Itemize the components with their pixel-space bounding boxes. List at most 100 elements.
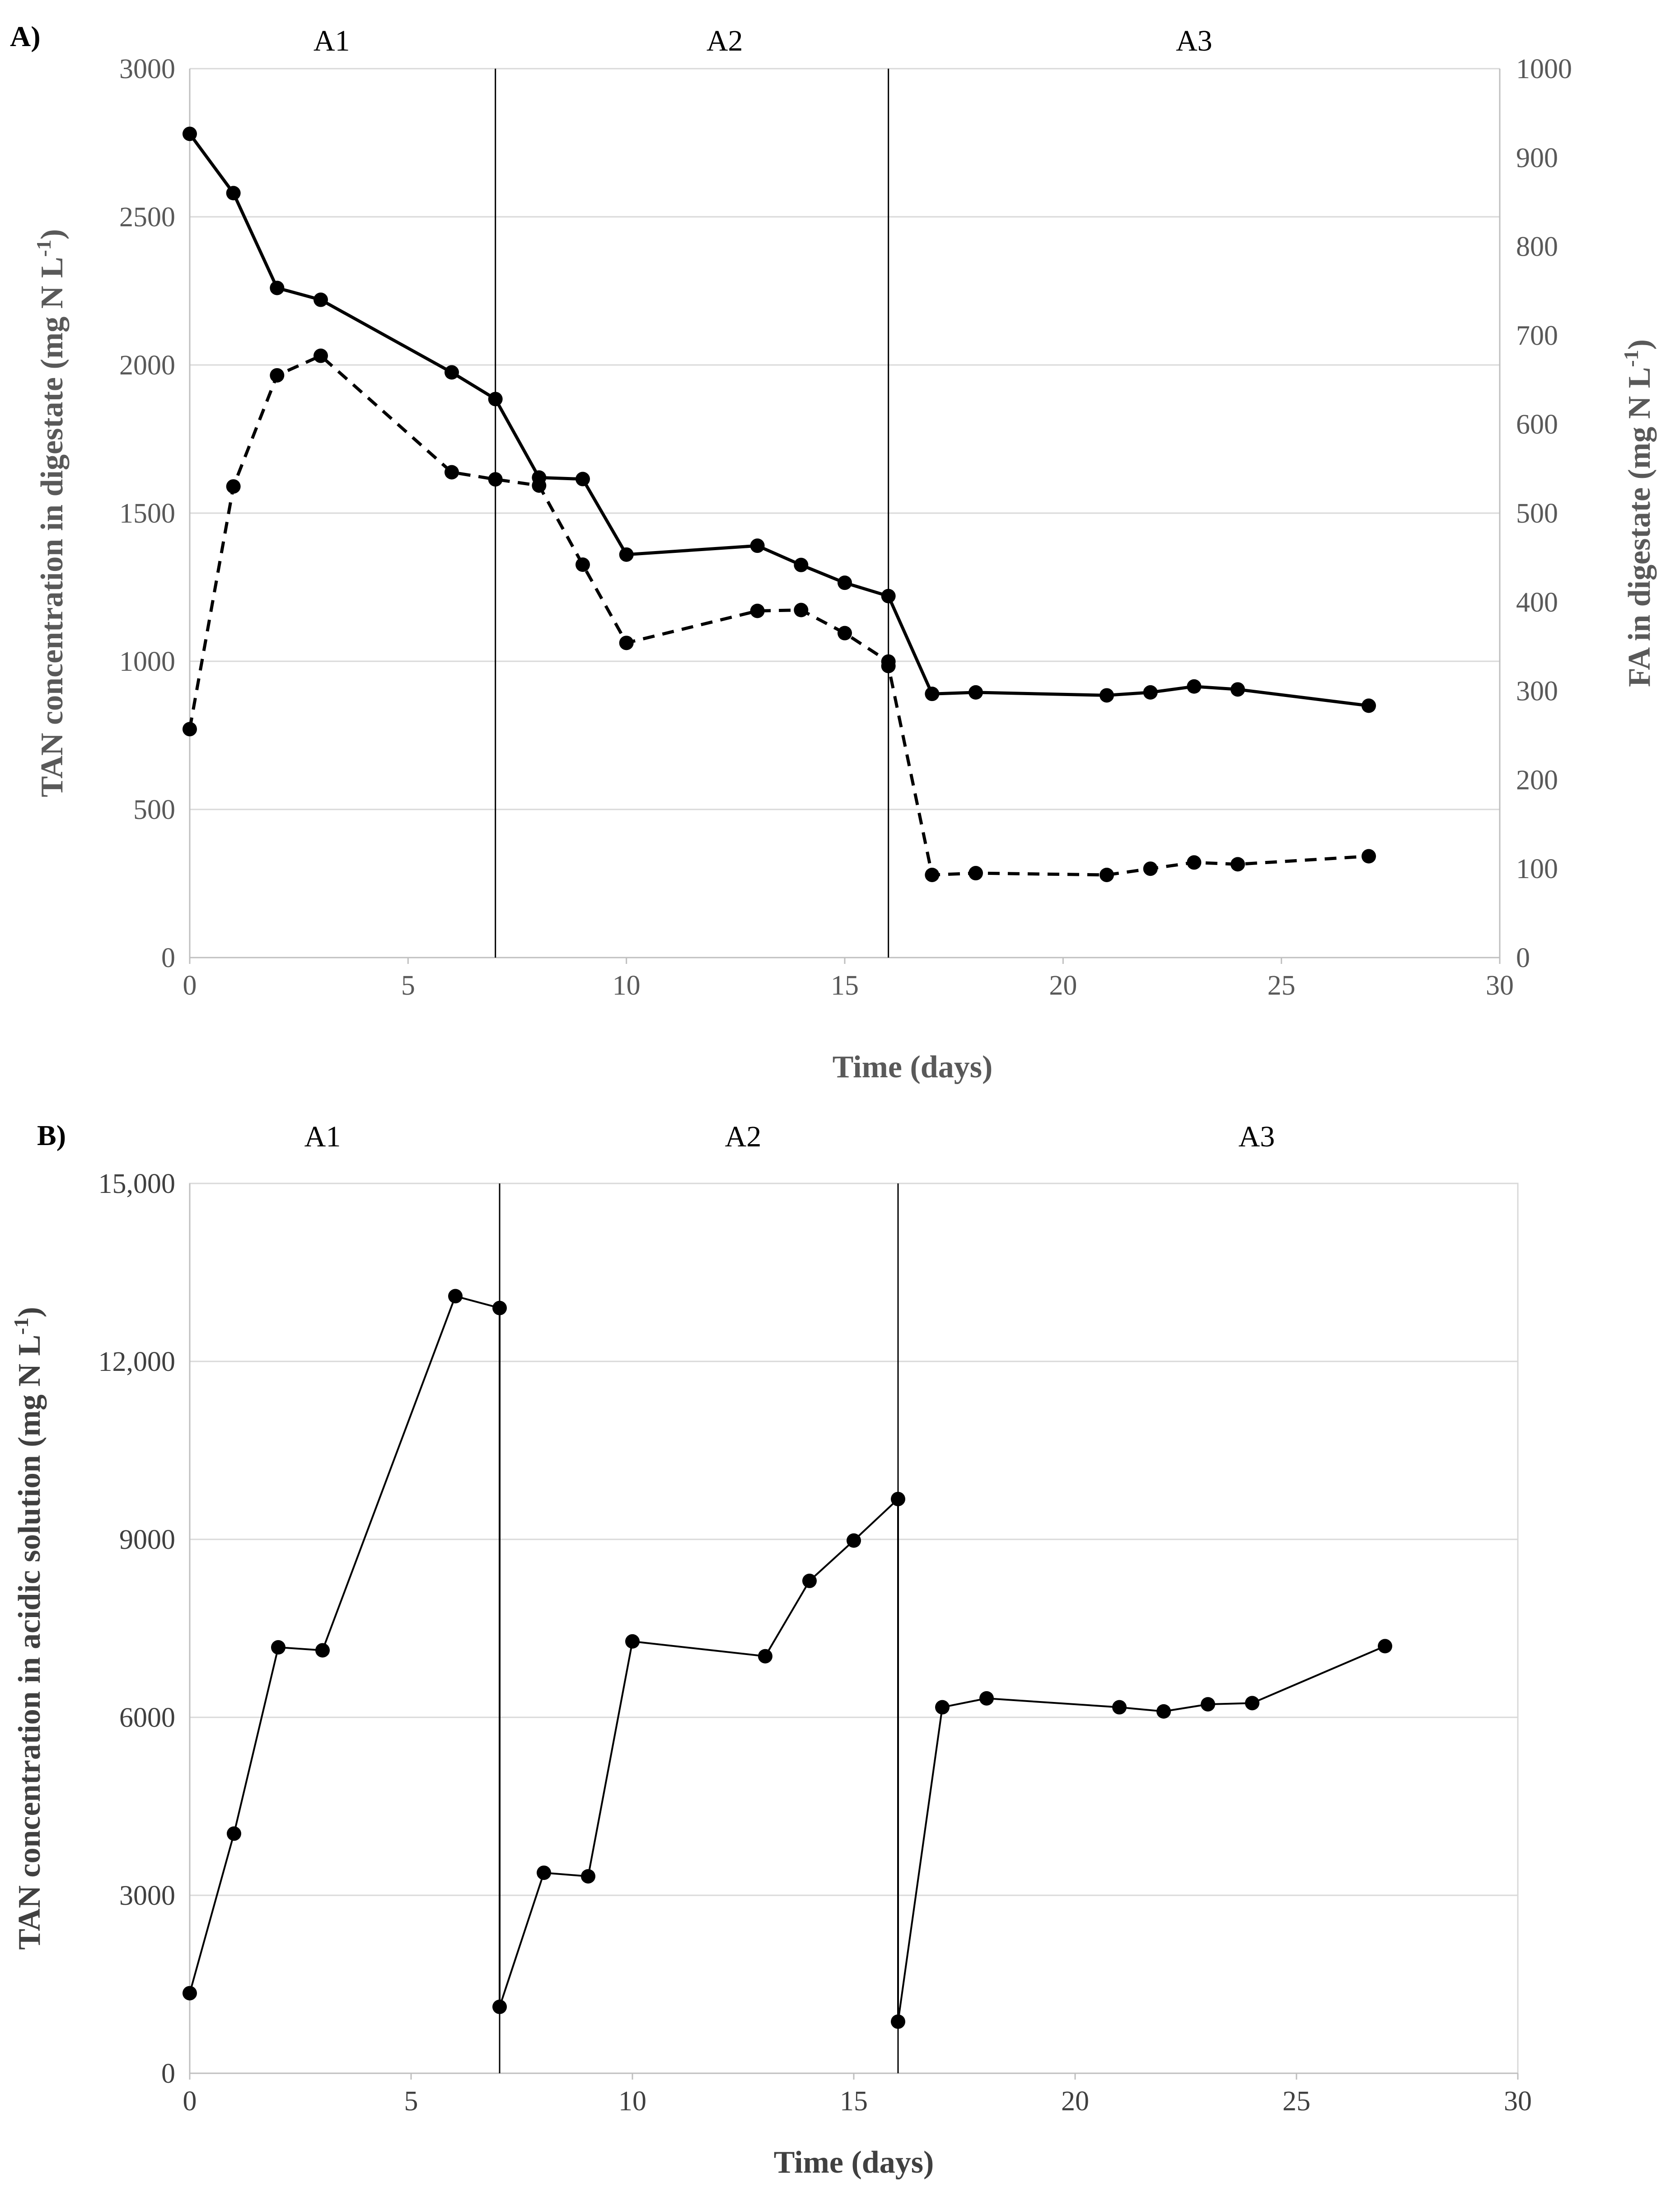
y-tick-label: 3000 bbox=[119, 54, 175, 84]
data-point bbox=[1156, 1704, 1171, 1719]
panel-a-phase-labels: A1 A2 A3 bbox=[314, 24, 1212, 57]
data-point bbox=[532, 478, 547, 493]
x-tick-label: 20 bbox=[1061, 2086, 1089, 2117]
data-point bbox=[488, 472, 503, 487]
data-point bbox=[270, 368, 285, 383]
x-tick-label: 25 bbox=[1268, 970, 1296, 1001]
panel-a-label: A) bbox=[10, 20, 41, 52]
y-tick-label: 1500 bbox=[119, 498, 175, 529]
data-point bbox=[270, 281, 285, 295]
data-point bbox=[1231, 682, 1245, 697]
data-point bbox=[314, 348, 328, 363]
data-point bbox=[227, 1826, 241, 1841]
data-point bbox=[838, 626, 852, 640]
data-point bbox=[847, 1533, 861, 1548]
data-point bbox=[1143, 861, 1158, 876]
data-point bbox=[619, 547, 634, 562]
x-tick-label: 10 bbox=[613, 970, 641, 1001]
panel-a-x-axis-label: Time (days) bbox=[833, 1050, 993, 1085]
panel-b-x-axis-label: Time (days) bbox=[774, 2145, 934, 2180]
data-point bbox=[1187, 855, 1202, 870]
y-tick-label: 3000 bbox=[119, 1880, 175, 1911]
data-point bbox=[1362, 698, 1376, 713]
data-point bbox=[315, 1643, 330, 1658]
x-tick-label: 10 bbox=[618, 2086, 646, 2117]
data-point bbox=[183, 126, 197, 141]
phase-label-a1: A1 bbox=[314, 24, 350, 57]
y2-tick-label: 800 bbox=[1516, 232, 1558, 262]
data-point bbox=[226, 186, 241, 201]
y-tick-label: 9000 bbox=[119, 1524, 175, 1555]
data-point bbox=[445, 465, 459, 480]
x-tick-label: 15 bbox=[831, 970, 859, 1001]
panel-a-axes bbox=[189, 69, 1501, 964]
data-point bbox=[488, 392, 503, 407]
data-point bbox=[969, 866, 983, 881]
data-point bbox=[935, 1700, 950, 1715]
data-point bbox=[581, 1869, 595, 1884]
data-point bbox=[881, 659, 896, 673]
panel-a-y2-axis-label: FA in digestate (mg N L-1) bbox=[1619, 339, 1657, 687]
data-point bbox=[979, 1691, 994, 1706]
data-point bbox=[881, 589, 896, 603]
data-point bbox=[758, 1649, 772, 1664]
data-point bbox=[183, 722, 197, 737]
data-point bbox=[1100, 867, 1114, 882]
x-tick-label: 15 bbox=[840, 2086, 868, 2117]
y2-tick-label: 500 bbox=[1516, 498, 1558, 529]
x-tick-label: 5 bbox=[401, 970, 415, 1001]
y-tick-label: 12,000 bbox=[98, 1346, 176, 1377]
x-tick-label: 30 bbox=[1486, 970, 1514, 1001]
panel-a: 0500100015002000250030000100200300400500… bbox=[10, 20, 1657, 1085]
x-tick-label: 0 bbox=[183, 970, 197, 1001]
data-point bbox=[576, 557, 590, 572]
panel-a-gridlines bbox=[190, 68, 1500, 810]
data-point bbox=[271, 1640, 285, 1655]
phase-label-a1: A1 bbox=[304, 1120, 341, 1153]
data-point bbox=[625, 1634, 640, 1649]
data-point bbox=[1100, 688, 1114, 703]
data-point bbox=[1378, 1639, 1392, 1654]
phase-label-a3: A3 bbox=[1176, 24, 1212, 57]
data-point bbox=[1231, 857, 1245, 872]
panel-a-y-axis-label: TAN concentration in digestate (mg N L-1… bbox=[32, 229, 70, 797]
data-point bbox=[537, 1865, 551, 1880]
y-tick-label: 0 bbox=[161, 943, 175, 973]
x-tick-label: 0 bbox=[183, 2086, 197, 2117]
data-point bbox=[750, 538, 765, 553]
phase-label-a2: A2 bbox=[707, 24, 743, 57]
data-point bbox=[794, 557, 809, 572]
panel-b-tick-labels: 0 3000 6000 9000 12,000 15,000 0 5 10 15 20 25 30 bbox=[98, 1169, 1532, 2117]
panel-b-plot-area bbox=[189, 1183, 1519, 2074]
data-point bbox=[492, 1300, 507, 1315]
data-point bbox=[969, 685, 983, 700]
y2-tick-label: 600 bbox=[1516, 409, 1558, 440]
panel-b-phase-labels: A1 A2 A3 bbox=[304, 1120, 1275, 1153]
data-point bbox=[226, 479, 241, 494]
x-tick-label: 5 bbox=[404, 2086, 418, 2117]
y2-tick-label: 1000 bbox=[1516, 54, 1572, 84]
panel-a-phase-boundaries bbox=[495, 69, 889, 958]
data-point bbox=[891, 2014, 905, 2029]
y-tick-label: 6000 bbox=[119, 1702, 175, 1733]
y2-tick-label: 0 bbox=[1516, 943, 1530, 973]
y2-tick-label: 400 bbox=[1516, 587, 1558, 618]
data-point bbox=[794, 603, 809, 617]
panel-a-series bbox=[183, 126, 1376, 882]
data-point bbox=[750, 603, 765, 618]
data-point bbox=[314, 292, 328, 307]
y2-tick-label: 300 bbox=[1516, 676, 1558, 707]
panel-a-tick-labels: 0500100015002000250030000100200300400500… bbox=[119, 54, 1572, 1001]
y-tick-label: 0 bbox=[161, 2058, 175, 2089]
data-point bbox=[1362, 849, 1376, 864]
y-tick-label: 500 bbox=[133, 795, 175, 825]
y-tick-label: 2500 bbox=[119, 202, 175, 233]
data-point bbox=[445, 365, 459, 380]
phase-label-a2: A2 bbox=[725, 1120, 762, 1153]
series-line-tan-acidic-solution bbox=[189, 1295, 1385, 2023]
panel-b-axes bbox=[189, 1183, 1519, 2080]
y-tick-label: 2000 bbox=[119, 350, 175, 381]
data-point bbox=[925, 687, 940, 701]
data-point bbox=[1201, 1697, 1215, 1712]
data-point bbox=[891, 1491, 905, 1506]
